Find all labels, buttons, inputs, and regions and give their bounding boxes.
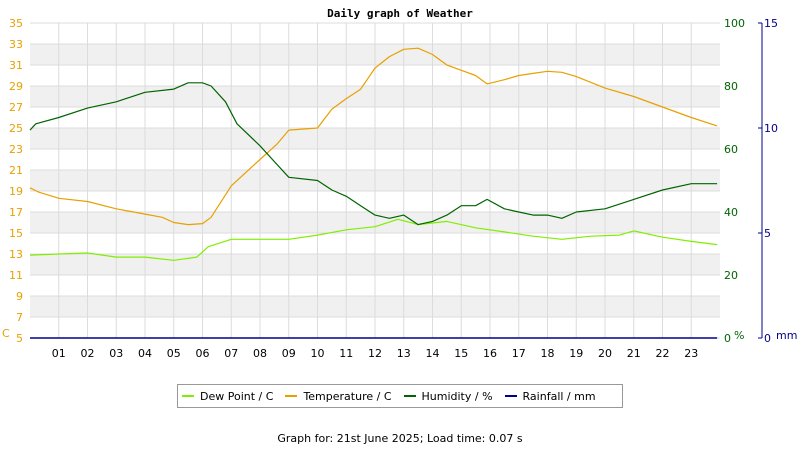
humidity-tick-label: 80 [724,80,738,93]
legend-swatch-rainfall [504,395,517,397]
left-tick-label: 17 [9,206,23,219]
x-tick-label: 08 [253,347,267,360]
series-line-humidity [29,82,718,226]
rain-axis-unit: mm [776,329,797,342]
legend-item-dew-point: Dew Point / C [182,390,273,403]
left-axis-unit: C [2,327,10,340]
x-tick-label: 01 [52,347,66,360]
left-tick-label: 5 [16,332,23,345]
legend-item-rainfall: Rainfall / mm [504,389,596,403]
x-tick-label: 14 [426,347,440,360]
left-tick-label: 13 [9,248,23,261]
x-tick-label: 12 [368,347,382,360]
legend: Dew Point / C Temperature / C Humidity /… [177,384,623,408]
x-tick-label: 03 [109,347,123,360]
left-tick-label: 15 [9,227,23,240]
chart-title: Daily graph of Weather [327,7,473,20]
legend-item-humidity: Humidity / % [403,389,493,403]
legend-label-rainfall: Rainfall / mm [522,389,596,403]
legend-swatch-temperature [285,395,298,397]
left-tick-label: 29 [9,80,23,93]
left-tick-label: 23 [9,143,23,156]
left-tick-label: 7 [16,311,23,324]
x-tick-label: 06 [196,347,210,360]
humidity-tick-label: 100 [724,17,745,30]
rain-tick-label: 0 [764,332,771,345]
series-line-dew-point [29,218,718,261]
x-tick-label: 07 [224,347,238,360]
left-tick-label: 35 [9,17,23,30]
legend-label-temperature: Temperature / C [303,389,392,403]
x-tick-label: 23 [684,347,698,360]
x-tick-label: 17 [512,347,526,360]
x-tick-label: 15 [454,347,468,360]
legend-swatch-dew-point [182,395,194,397]
x-tick-label: 18 [541,347,555,360]
x-tick-label: 10 [311,347,325,360]
x-tick-label: 02 [81,347,95,360]
left-tick-label: 27 [9,101,23,114]
left-tick-label: 19 [9,185,23,198]
x-tick-label: 05 [167,347,181,360]
legend-label-dew-point: Dew Point / C [200,389,274,403]
left-tick-label: 33 [9,38,23,51]
left-tick-label: 21 [9,164,23,177]
legend-swatch-humidity [403,395,416,397]
footer-status: Graph for: 21st June 2025; Load time: 0.… [277,432,523,445]
x-tick-label: 13 [397,347,411,360]
humidity-axis-unit: % [734,329,744,342]
series-layer [29,47,718,339]
x-tick-label: 22 [656,347,670,360]
humidity-tick-label: 60 [724,143,738,156]
x-tick-label: 16 [483,347,497,360]
rain-tick-label: 5 [764,227,771,240]
humidity-tick-label: 0 [724,332,731,345]
rain-tick-label: 10 [764,122,778,135]
humidity-tick-label: 40 [724,206,738,219]
x-tick-label: 11 [339,347,353,360]
x-tick-label: 04 [138,347,152,360]
series-line-temperature [29,47,718,226]
rain-tick-label: 15 [764,17,778,30]
x-tick-label: 20 [598,347,612,360]
left-tick-label: 31 [9,59,23,72]
legend-label-humidity: Humidity / % [421,389,493,403]
humidity-tick-label: 20 [724,269,738,282]
left-tick-label: 25 [9,122,23,135]
left-tick-label: 9 [16,290,23,303]
x-tick-label: 21 [627,347,641,360]
left-tick-label: 11 [9,269,23,282]
x-tick-label: 19 [569,347,583,360]
x-tick-label: 09 [282,347,296,360]
legend-item-temperature: Temperature / C [285,389,392,403]
